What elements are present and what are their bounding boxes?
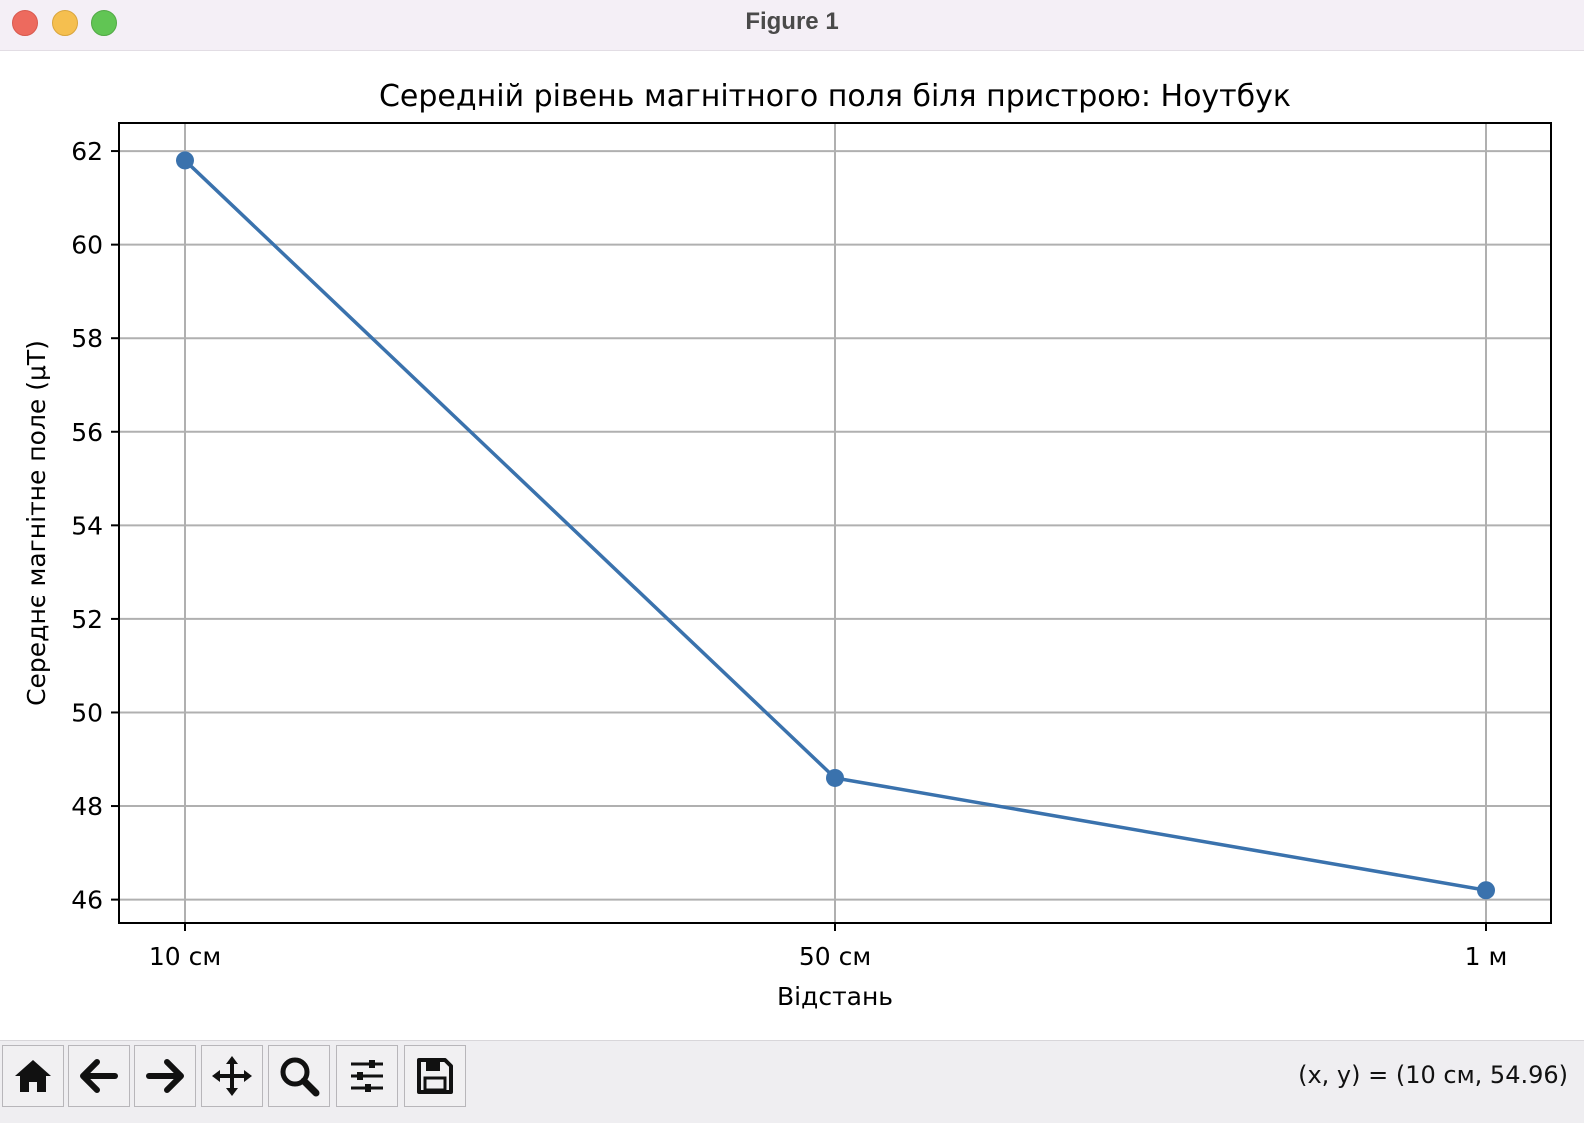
- move-icon: [212, 1056, 252, 1096]
- x-tick-label: 10 см: [149, 942, 221, 971]
- pan-button[interactable]: [201, 1045, 263, 1107]
- save-button[interactable]: [404, 1045, 466, 1107]
- floppy-disk-icon: [417, 1058, 453, 1094]
- data-point[interactable]: [176, 151, 194, 170]
- close-window-button[interactable]: [12, 10, 38, 36]
- sliders-icon: [351, 1060, 383, 1092]
- configure-subplots-button[interactable]: [336, 1045, 398, 1107]
- forward-button[interactable]: [134, 1045, 196, 1107]
- navigation-toolbar: (x, y) = (10 см, 54.96): [0, 1040, 1584, 1123]
- magnifier-icon: [280, 1057, 320, 1097]
- y-axis-label: Середнє магнітне поле (μT): [22, 340, 51, 706]
- zoom-button[interactable]: [268, 1045, 330, 1107]
- y-tick-label: 58: [71, 324, 103, 353]
- y-tick-label: 50: [71, 698, 103, 727]
- maximize-window-button[interactable]: [91, 10, 117, 36]
- back-button[interactable]: [68, 1045, 130, 1107]
- y-tick-label: 60: [71, 231, 103, 260]
- y-tick-label: 48: [71, 792, 103, 821]
- arrow-right-icon: [146, 1059, 184, 1093]
- x-axis-label: Відстань: [777, 982, 893, 1011]
- x-tick-label: 1 м: [1465, 942, 1508, 971]
- x-tick-label: 50 см: [799, 942, 871, 971]
- home-button[interactable]: [2, 1045, 64, 1107]
- window-titlebar: Figure 1: [0, 0, 1584, 51]
- y-tick-label: 56: [71, 418, 103, 447]
- cursor-coordinates: (x, y) = (10 см, 54.96): [1298, 1061, 1568, 1089]
- arrow-left-icon: [80, 1059, 118, 1093]
- y-tick-label: 52: [71, 605, 103, 634]
- figure-canvas[interactable]: 46 48 50 52 54 56 58 60 62 10 см 50 см 1 м Середній …: [0, 51, 1584, 1039]
- chart-title: Середній рівень магнітного поля біля при…: [379, 79, 1291, 114]
- home-icon: [15, 1060, 51, 1092]
- window-title: Figure 1: [745, 8, 839, 35]
- data-point[interactable]: [826, 768, 844, 787]
- data-point[interactable]: [1477, 881, 1495, 900]
- y-tick-label: 62: [71, 137, 103, 166]
- y-tick-label: 46: [71, 886, 103, 915]
- y-tick-label: 54: [71, 511, 103, 540]
- minimize-window-button[interactable]: [52, 10, 78, 36]
